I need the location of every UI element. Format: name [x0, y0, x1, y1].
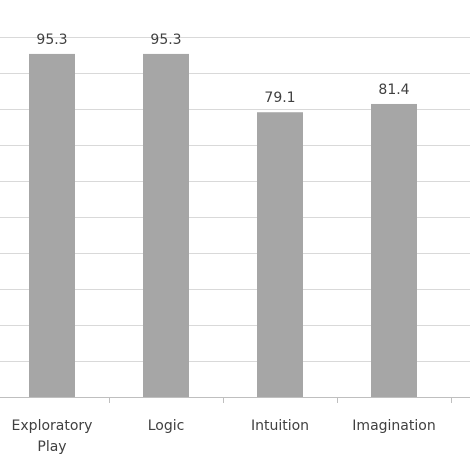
category-label: Play — [37, 439, 66, 455]
category-label: Exploratory — [12, 418, 93, 434]
bar — [29, 53, 75, 398]
gridlines — [0, 37, 470, 362]
data-label: 95.3 — [150, 32, 181, 48]
data-label: 95.3 — [36, 32, 67, 48]
x-axis — [0, 397, 470, 403]
data-label: 79.1 — [264, 90, 295, 106]
category-labels: Exploratory Play Logic Intuition Imagination — [12, 418, 436, 455]
bar — [371, 103, 417, 398]
category-label: Imagination — [352, 418, 435, 434]
bar — [257, 112, 303, 398]
data-label: 81.4 — [378, 82, 409, 98]
bars — [29, 53, 417, 398]
data-labels: 95.3 95.3 79.1 81.4 — [36, 32, 409, 106]
bar — [143, 53, 189, 398]
category-label: Logic — [148, 418, 185, 434]
category-label: Intuition — [251, 418, 309, 434]
